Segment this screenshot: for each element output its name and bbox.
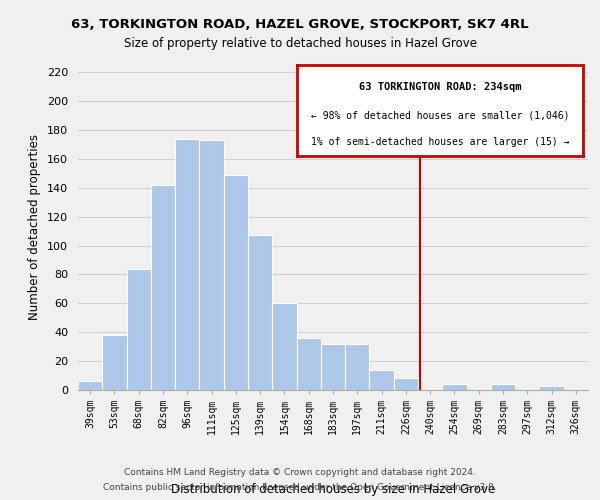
Bar: [296, 338, 321, 390]
Bar: [199, 140, 224, 390]
Bar: [321, 344, 345, 390]
Bar: [175, 138, 199, 390]
Bar: [345, 344, 370, 390]
Bar: [394, 378, 418, 390]
Text: Contains public sector information licensed under the Open Government Licence v3: Contains public sector information licen…: [103, 483, 497, 492]
Y-axis label: Number of detached properties: Number of detached properties: [28, 134, 41, 320]
Bar: [151, 185, 175, 390]
Bar: [442, 384, 467, 390]
Bar: [370, 370, 394, 390]
Bar: [127, 268, 151, 390]
Text: 1% of semi-detached houses are larger (15) →: 1% of semi-detached houses are larger (1…: [311, 138, 569, 147]
Bar: [248, 236, 272, 390]
Bar: [78, 382, 102, 390]
Text: ← 98% of detached houses are smaller (1,046): ← 98% of detached houses are smaller (1,…: [311, 110, 569, 120]
Text: Size of property relative to detached houses in Hazel Grove: Size of property relative to detached ho…: [124, 38, 476, 51]
Bar: [491, 384, 515, 390]
Bar: [539, 386, 564, 390]
Text: Contains HM Land Registry data © Crown copyright and database right 2024.: Contains HM Land Registry data © Crown c…: [124, 468, 476, 477]
Bar: [102, 335, 127, 390]
Bar: [272, 304, 296, 390]
Text: 63, TORKINGTON ROAD, HAZEL GROVE, STOCKPORT, SK7 4RL: 63, TORKINGTON ROAD, HAZEL GROVE, STOCKP…: [71, 18, 529, 30]
X-axis label: Distribution of detached houses by size in Hazel Grove: Distribution of detached houses by size …: [171, 483, 495, 496]
Bar: [224, 175, 248, 390]
Text: 63 TORKINGTON ROAD: 234sqm: 63 TORKINGTON ROAD: 234sqm: [359, 82, 521, 92]
